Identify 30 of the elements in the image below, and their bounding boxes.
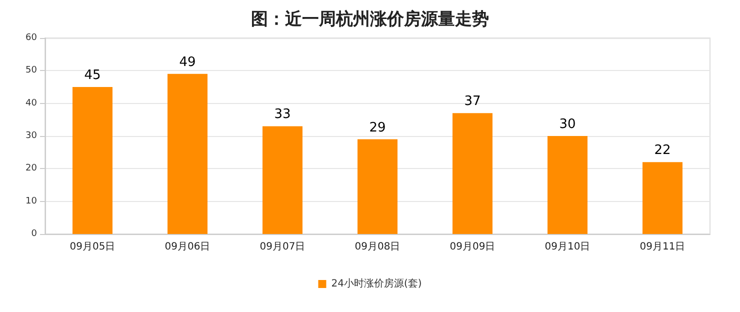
bar xyxy=(548,136,588,234)
bar xyxy=(358,139,398,234)
x-tick-label: 09月06日 xyxy=(164,242,210,252)
bar xyxy=(642,162,682,234)
y-tick-label: 30 xyxy=(26,131,38,141)
bar xyxy=(168,74,208,234)
x-tick-label: 09月08日 xyxy=(354,242,400,252)
bar xyxy=(72,87,112,234)
y-tick-label: 20 xyxy=(26,164,38,174)
y-tick-label: 50 xyxy=(26,66,38,76)
y-tick-label: 10 xyxy=(26,196,38,206)
data-label: 29 xyxy=(369,120,386,136)
data-label: 33 xyxy=(274,107,291,122)
x-tick-label: 09月11日 xyxy=(640,242,686,252)
y-tick-label: 0 xyxy=(31,229,38,239)
data-label: 37 xyxy=(464,94,481,110)
data-label: 49 xyxy=(179,54,196,70)
x-tick-label: 09月09日 xyxy=(450,242,496,252)
y-tick-label: 40 xyxy=(26,98,38,108)
bar xyxy=(452,113,492,234)
chart-title: 图：近一周杭州涨价房源量走势 xyxy=(251,10,489,30)
x-tick-label: 09月10日 xyxy=(544,242,590,252)
data-label: 22 xyxy=(654,143,671,158)
legend-label: 24小时涨价房源(套) xyxy=(331,278,422,290)
bar xyxy=(262,126,302,234)
y-tick-label: 60 xyxy=(26,33,38,43)
x-tick-label: 09月07日 xyxy=(260,242,306,252)
data-label: 30 xyxy=(559,117,576,132)
data-label: 45 xyxy=(84,68,101,83)
x-tick-label: 09月05日 xyxy=(70,242,116,252)
